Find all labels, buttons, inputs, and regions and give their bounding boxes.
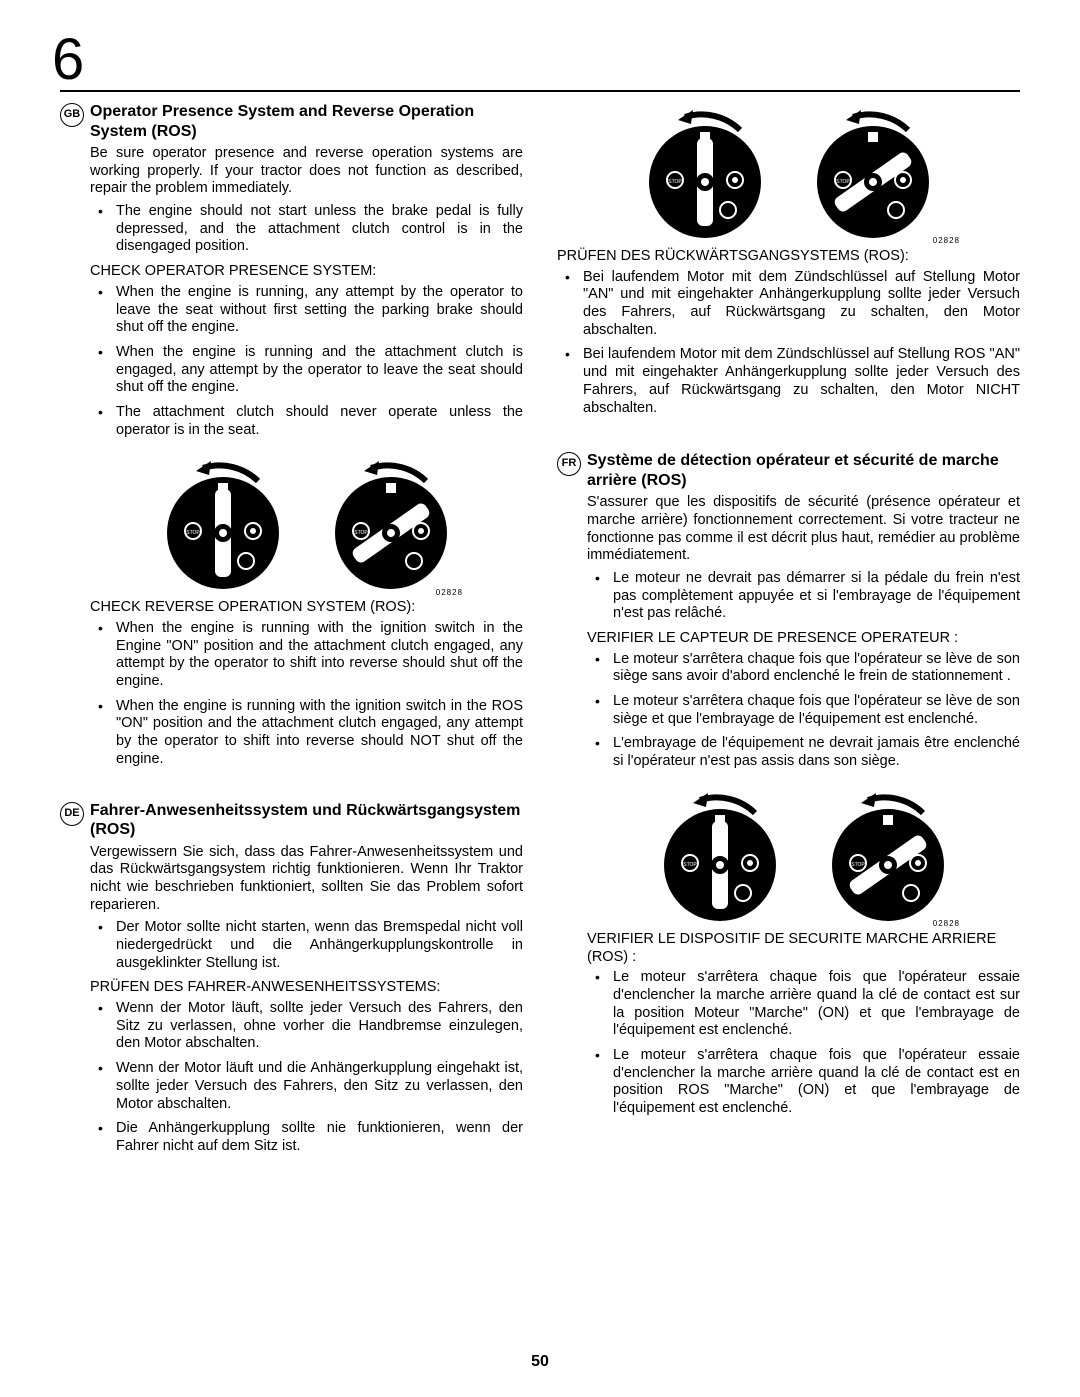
list-item: When the engine is running with the igni… [90,698,523,769]
bullets-ros-fr: Le moteur s'arrêtera chaque fois que l'o… [587,969,1020,1118]
bullets-pre-de: Der Motor sollte nicht starten, wenn das… [90,919,523,972]
label-check-ros-gb: CHECK REVERSE OPERATION SYSTEM (ROS): [90,599,523,617]
right-column: STOP STOP 02828 PRÜFEN DES RÜCKWÄRTSGANG… [557,102,1020,1174]
ignition-dial-on-icon: STOP [823,785,953,925]
list-item: Der Motor sollte nicht starten, wenn das… [90,919,523,972]
bullets-pre-fr: Le moteur ne devrait pas démarrer si la … [587,570,1020,623]
list-item: Wenn der Motor läuft und die Anhängerkup… [90,1060,523,1113]
figure-code: 02828 [933,236,960,246]
list-item: Bei laufendem Motor mit dem Zündschlüsse… [557,269,1020,340]
dial-figure-de: STOP STOP 02828 [557,102,1020,242]
bullets-pre-gb: The engine should not start unless the b… [90,203,523,256]
intro-gb: Be sure operator presence and reverse op… [90,145,523,198]
intro-de: Vergewissern Sie sich, dass das Fahrer-A… [90,844,523,915]
list-item: Die Anhängerkupplung sollte nie funktion… [90,1120,523,1155]
intro-fr: S'assurer que les dispositifs de sécurit… [587,494,1020,565]
left-column: GB Operator Presence System and Reverse … [60,102,523,1174]
chapter-number: 6 [52,26,82,93]
list-item: When the engine is running and the attac… [90,344,523,397]
ignition-dial-off-icon: STOP [655,785,785,925]
label-check-ops-fr: VERIFIER LE CAPTEUR DE PRESENCE OPERATEU… [587,630,1020,648]
section-gb: GB Operator Presence System and Reverse … [60,102,523,769]
label-check-ros-de: PRÜFEN DES RÜCKWÄRTSGANGSYSTEMS (ROS): [557,248,1020,266]
list-item: Le moteur s'arrêtera chaque fois que l'o… [587,1047,1020,1118]
dial-figure-gb: STOP STOP [90,453,523,593]
svg-text:STOP: STOP [668,179,682,185]
heading-gb: GB Operator Presence System and Reverse … [60,102,523,141]
svg-text:STOP: STOP [851,862,865,868]
figure-code: 02828 [933,919,960,929]
list-item: When the engine is running with the igni… [90,620,523,691]
list-item: Bei laufendem Motor mit dem Zündschlüsse… [557,346,1020,417]
list-item: Le moteur ne devrait pas démarrer si la … [587,570,1020,623]
list-item: When the engine is running, any attempt … [90,284,523,337]
bullets-ops-gb: When the engine is running, any attempt … [90,284,523,440]
bullets-ros-de: Bei laufendem Motor mit dem Zündschlüsse… [557,269,1020,418]
top-rule [60,90,1020,92]
bullets-ops-de: Wenn der Motor läuft, sollte jeder Versu… [90,1000,523,1156]
list-item: The engine should not start unless the b… [90,203,523,256]
title-gb: Operator Presence System and Reverse Ope… [90,102,523,141]
svg-text:STOP: STOP [186,530,200,536]
heading-de: DE Fahrer-Anwesenheitssystem und Rückwär… [60,801,523,840]
ignition-dial-off-icon: STOP [158,453,288,593]
list-item: L'embrayage de l'équipement ne devrait j… [587,735,1020,770]
title-fr: Système de détection opérateur et sécuri… [587,451,1020,490]
heading-fr: FR Système de détection opérateur et séc… [557,451,1020,490]
content-columns: GB Operator Presence System and Reverse … [60,102,1020,1174]
ignition-dial-on-icon: STOP [326,453,456,593]
label-check-ops-de: PRÜFEN DES FAHRER-ANWESENHEITSSYSTEMS: [90,979,523,997]
svg-text:STOP: STOP [683,862,697,868]
lang-badge-de: DE [60,802,84,826]
ignition-dial-on-icon: STOP [808,102,938,242]
list-item: Le moteur s'arrêtera chaque fois que l'o… [587,693,1020,728]
bullets-ros-gb: When the engine is running with the igni… [90,620,523,769]
list-item: Le moteur s'arrêtera chaque fois que l'o… [587,969,1020,1040]
section-fr: FR Système de détection opérateur et séc… [557,451,1020,1118]
label-check-ops-gb: CHECK OPERATOR PRESENCE SYSTEM: [90,263,523,281]
list-item: Wenn der Motor läuft, sollte jeder Versu… [90,1000,523,1053]
list-item: Le moteur s'arrêtera chaque fois que l'o… [587,651,1020,686]
section-de: DE Fahrer-Anwesenheitssystem und Rückwär… [60,801,523,1156]
label-check-ros-fr: VERIFIER LE DISPOSITIF DE SECURITE MARCH… [587,931,1020,966]
svg-text:STOP: STOP [354,530,368,536]
lang-badge-gb: GB [60,103,84,127]
lang-badge-fr: FR [557,452,581,476]
figure-code: 02828 [436,588,463,598]
dial-figure-fr: STOP STOP 02828 [587,785,1020,925]
svg-text:STOP: STOP [836,179,850,185]
title-de: Fahrer-Anwesenheitssystem und Rückwärts­… [90,801,523,840]
page-number-bottom: 50 [0,1353,1080,1371]
list-item: The attachment clutch should never opera… [90,404,523,439]
bullets-ops-fr: Le moteur s'arrêtera chaque fois que l'o… [587,651,1020,771]
ignition-dial-off-icon: STOP [640,102,770,242]
